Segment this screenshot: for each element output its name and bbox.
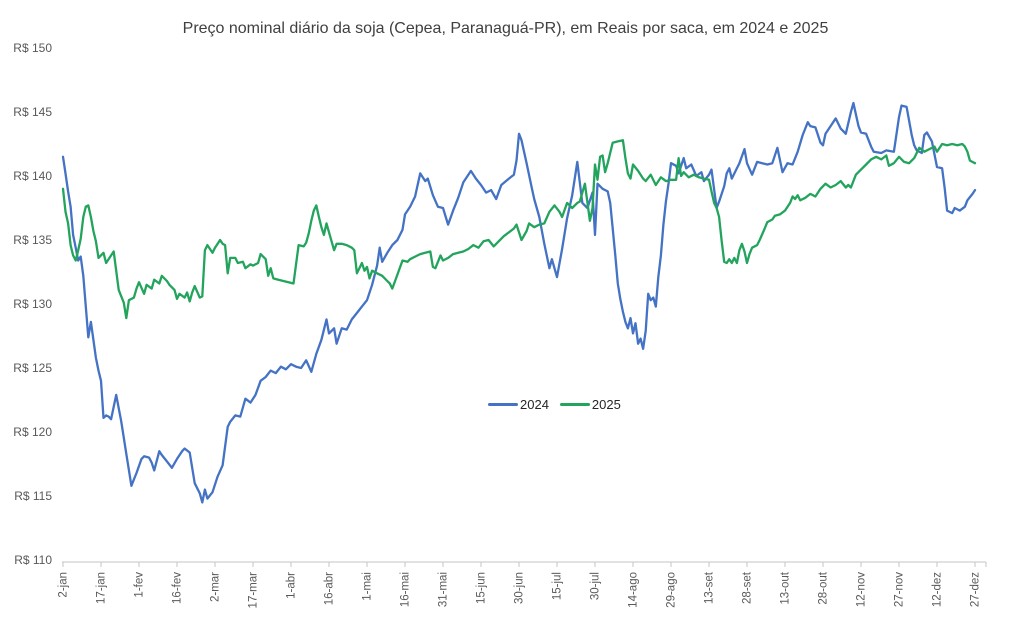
x-axis-label: 31-mai <box>438 572 450 607</box>
x-axis-label: 13-set <box>704 571 716 604</box>
x-axis-label: 1-fev <box>134 572 146 598</box>
legend-label-2024: 2024 <box>520 397 549 412</box>
y-axis-label: R$ 110 <box>14 553 52 567</box>
x-axis-label: 28-out <box>818 571 830 604</box>
legend-item-2025: 2025 <box>559 397 621 412</box>
y-axis-label: R$ 125 <box>13 361 52 375</box>
y-axis-label: R$ 150 <box>13 41 52 55</box>
x-axis-label: 29-ago <box>666 572 678 608</box>
x-axis-label: 16-abr <box>324 572 336 605</box>
series-line-2024 <box>61 101 977 504</box>
x-axis-label: 28-set <box>742 571 754 604</box>
series-line-2025 <box>61 139 977 320</box>
x-axis-label: 12-nov <box>856 572 868 607</box>
x-axis-label: 13-out <box>780 571 792 604</box>
x-axis-label: 17-mar <box>248 572 260 609</box>
legend-label-2025: 2025 <box>591 397 621 412</box>
chart-legend: 2024 2025 <box>488 397 621 412</box>
y-axis-label: R$ 135 <box>13 233 52 247</box>
x-axis-label: 30-jun <box>514 572 526 604</box>
x-axis-label: 14-ago <box>628 572 640 608</box>
x-axis-label: 27-dez <box>970 572 982 607</box>
x-axis-label: 15-jul <box>552 572 564 600</box>
chart-title: Preço nominal diário da soja (Cepea, Par… <box>182 20 829 37</box>
legend-item-2024: 2024 <box>488 397 549 412</box>
x-axis-label: 17-jan <box>96 572 108 604</box>
y-axis-label: R$ 120 <box>13 425 52 439</box>
x-axis-label: 16-mai <box>400 572 412 607</box>
x-axis-label: 12-dez <box>932 572 944 607</box>
x-axis-label: 1-abr <box>286 572 298 599</box>
y-axis-label: R$ 130 <box>13 297 52 311</box>
y-axis-label: R$ 140 <box>13 169 52 183</box>
x-axis-label: 27-nov <box>894 572 906 607</box>
legend-swatch-2025-icon <box>559 403 590 406</box>
y-axis-label: R$ 145 <box>13 105 52 119</box>
x-axis-label: 1-mai <box>362 572 374 601</box>
y-axis-label: R$ 115 <box>14 489 52 503</box>
x-axis-label: 2-jan <box>58 572 70 598</box>
x-axis-label: 15-jun <box>476 572 488 604</box>
x-axis-label: 2-mar <box>210 572 222 602</box>
x-axis-label: 30-jul <box>590 572 602 600</box>
x-axis-label: 16-fev <box>172 572 184 604</box>
legend-swatch-2024-icon <box>488 403 518 406</box>
